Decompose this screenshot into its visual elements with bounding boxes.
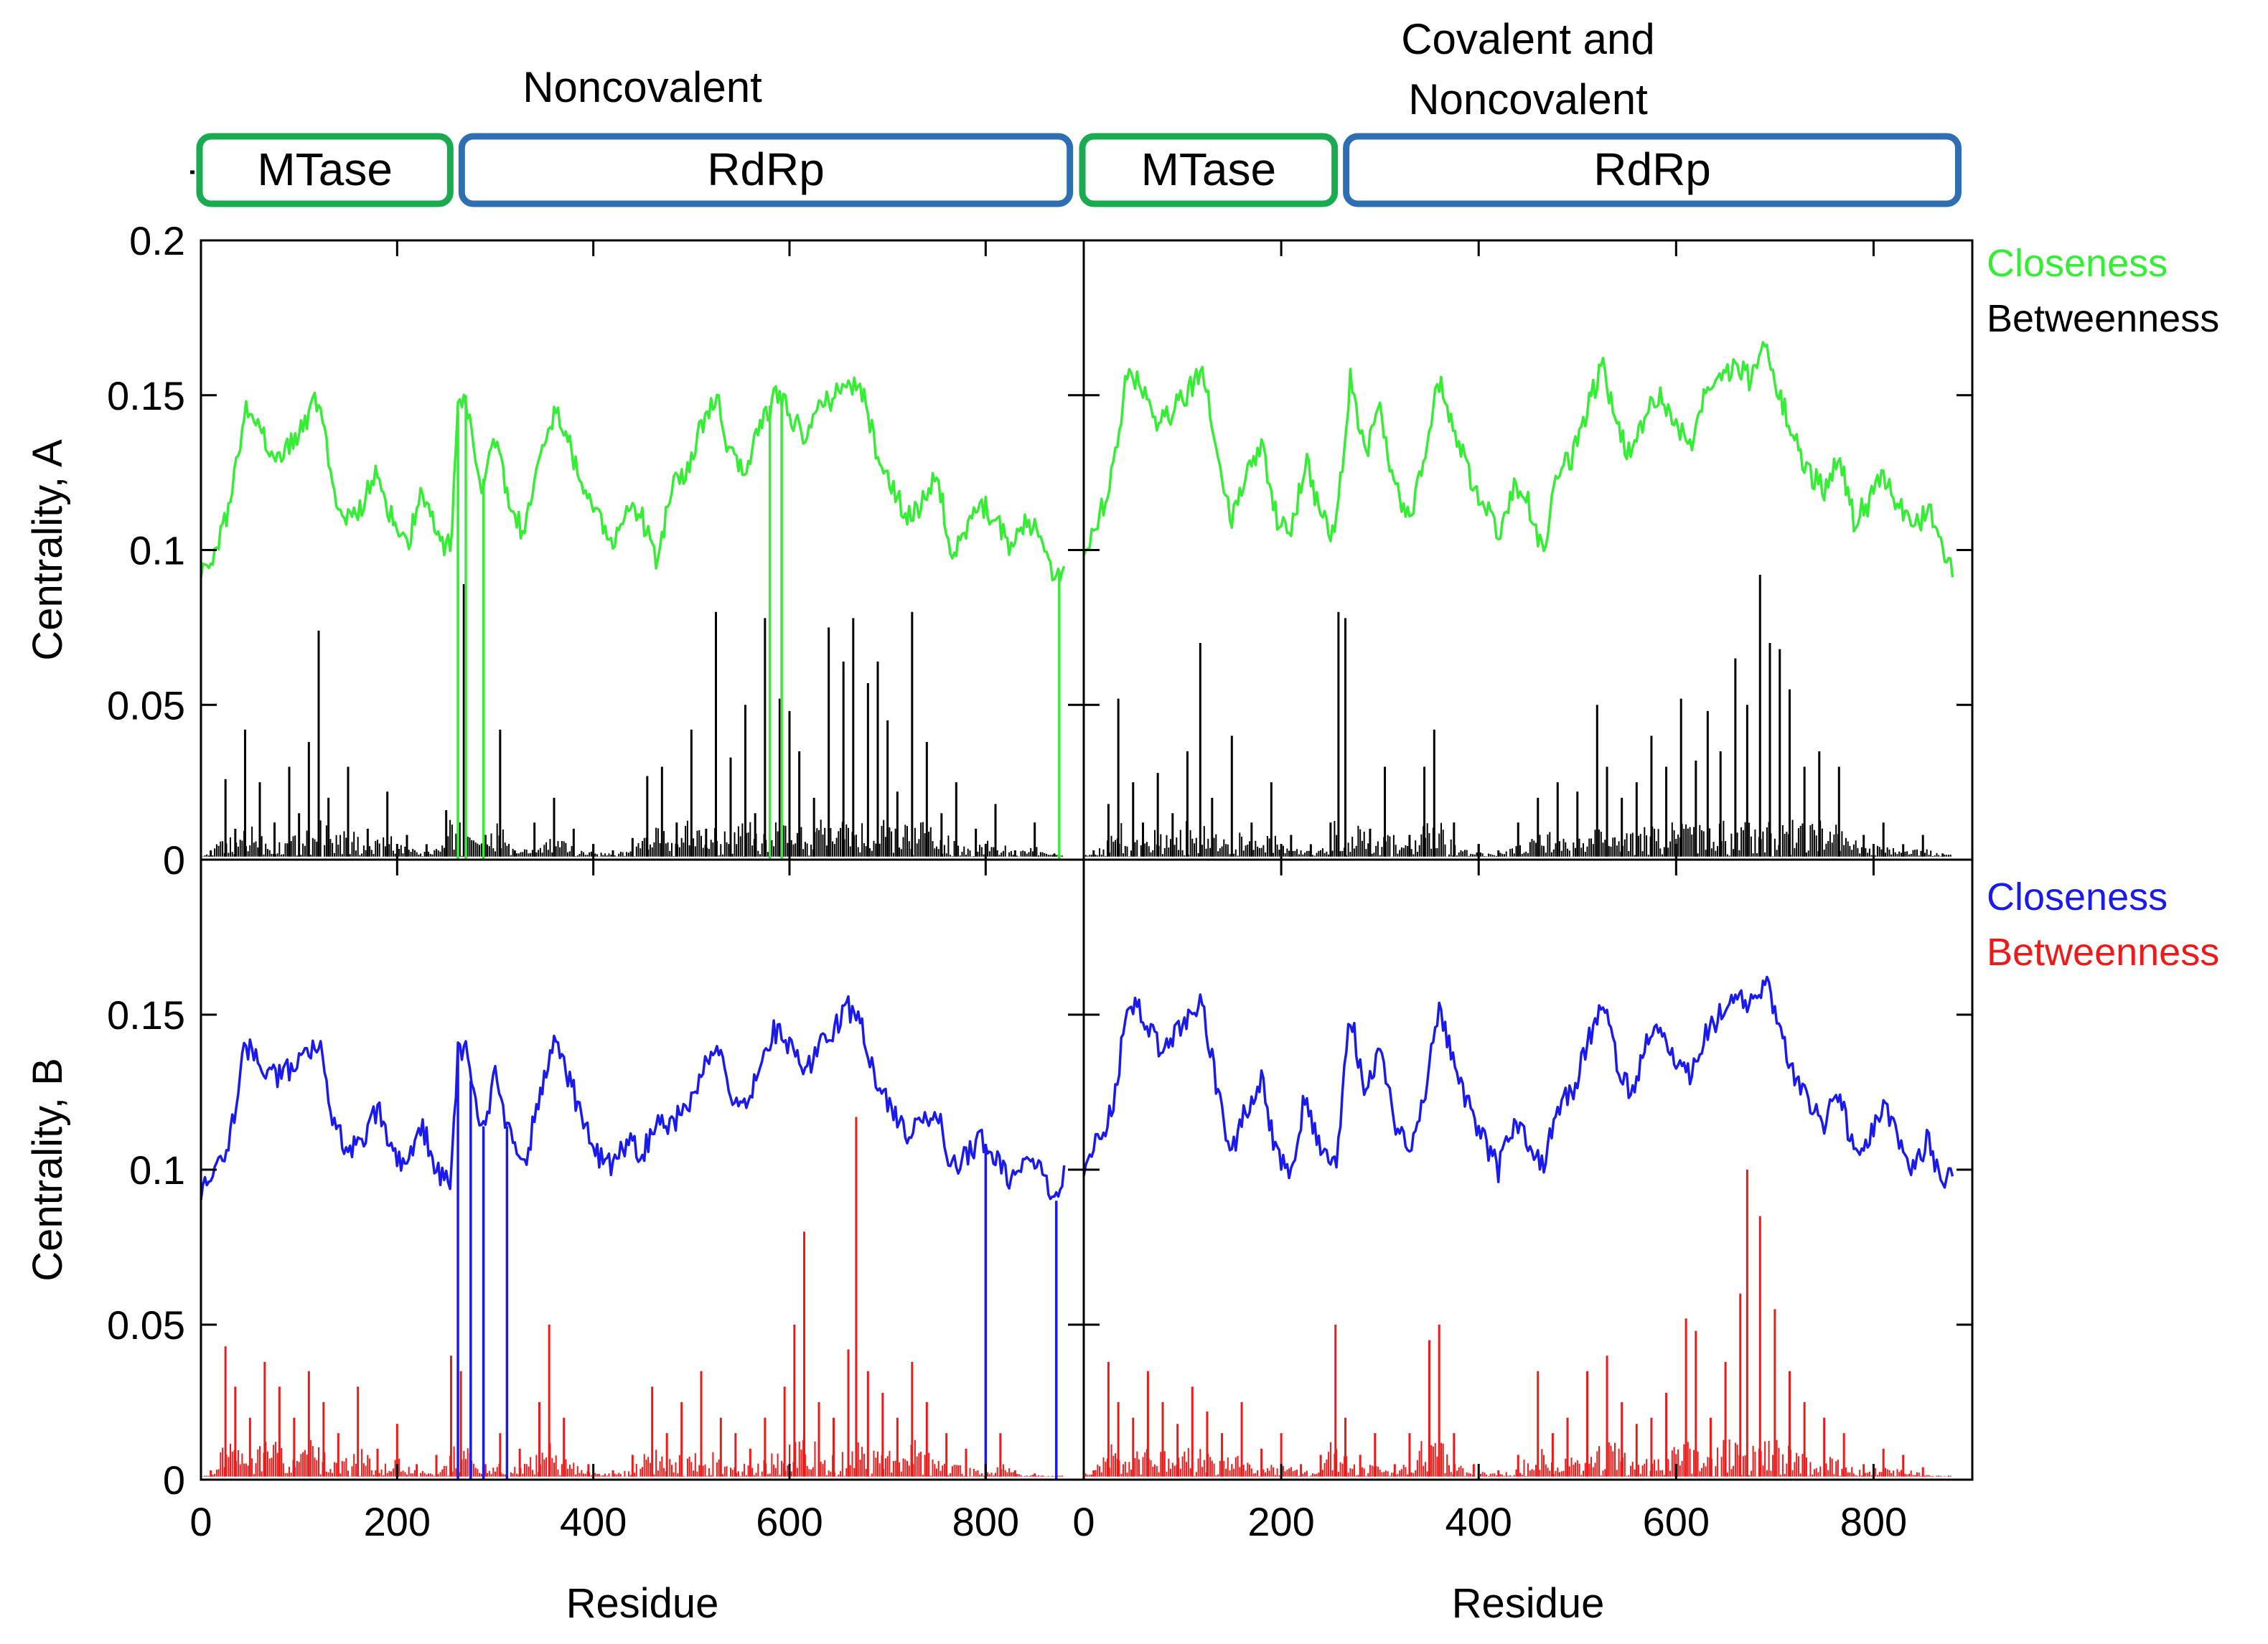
x-tick-label: 200 (364, 1499, 431, 1544)
y-tick-label: 0.1 (129, 1147, 185, 1193)
y-tick-label: 0 (163, 1457, 185, 1503)
x-tick-label: 0 (189, 1499, 212, 1544)
betweenness-series (202, 1117, 1063, 1477)
closeness-series (1082, 975, 1954, 1189)
y-tick-label: 0.2 (129, 218, 185, 263)
column-title-line: Noncovalent (523, 63, 762, 111)
closeness-series (200, 995, 1066, 1201)
domain-label: RdRp (1593, 144, 1711, 195)
closeness-series (1082, 341, 1954, 578)
x-tick-label: 400 (560, 1499, 627, 1544)
betweenness-noise (1084, 1439, 1951, 1477)
column-title: Noncovalent (523, 63, 762, 111)
y-tick-label: 0.15 (107, 992, 185, 1038)
betweenness-noise (202, 1439, 1063, 1477)
x-tick-label: 600 (756, 1499, 823, 1544)
betweenness-noise (202, 819, 1063, 857)
plot-area (200, 341, 1954, 1480)
x-tick-label: 800 (1840, 1499, 1907, 1544)
x-axis-title: Residue (566, 1580, 719, 1627)
domain-box-outline (458, 133, 1074, 207)
panel-r0-c0 (200, 376, 1066, 860)
domain-box-outline (1343, 133, 1962, 207)
y-axis-title: Centrality, A (24, 439, 71, 661)
y-tick-label: 0 (163, 837, 185, 883)
x-tick-label: 800 (952, 1499, 1019, 1544)
domain-header: Noncovalent MTase RdRp Covalent and Noncoval… (190, 15, 1981, 207)
domain-box-outline (196, 133, 454, 207)
x-tick-label: 200 (1247, 1499, 1314, 1544)
y-tick-label: 0.1 (129, 528, 185, 573)
domain-box-outline (1079, 133, 1339, 207)
domain-label: MTase (1141, 144, 1277, 195)
domain-label: RdRp (707, 144, 825, 195)
x-tick-label: 400 (1445, 1499, 1512, 1544)
betweenness-noise (1084, 819, 1951, 857)
y-axis-title: Centrality, B (24, 1058, 71, 1282)
domain-label: MTase (257, 144, 393, 195)
column-title: Covalent and Noncovalent (1401, 15, 1655, 123)
betweenness-series (1084, 1170, 1951, 1477)
y-tick-label: 0.05 (107, 682, 185, 728)
x-tick-label: 600 (1643, 1499, 1710, 1544)
domain-box-rdrp: RdRp (1343, 133, 1962, 207)
domain-box-rdrp: RdRp (458, 133, 1074, 207)
closeness-series (200, 376, 1066, 582)
betweenness-series (1084, 575, 1951, 857)
legend-entry-closeness: Closeness (1987, 875, 2168, 919)
legend-entry-betweenness: Betweenness (1987, 931, 2219, 974)
panel-r1-c0 (200, 995, 1066, 1480)
y-tick-label: 0.15 (107, 373, 185, 418)
y-tick-label: 0.05 (107, 1302, 185, 1348)
axes: 0 0.05 0.1 0.15 0.2 Centrality, A 0 0.05 0.1 0.15… (24, 218, 1974, 1627)
panel-r1-c1 (1082, 975, 1954, 1477)
column-title-line: Noncovalent (1408, 75, 1648, 123)
column-title-line: Covalent and (1401, 15, 1655, 63)
x-axis-title: Residue (1452, 1580, 1605, 1627)
x-tick-label: 0 (1072, 1499, 1095, 1544)
betweenness-series (202, 571, 1063, 857)
panel-r0-c1 (1082, 341, 1954, 857)
domain-box-mtase: MTase (196, 133, 454, 207)
legends: Closeness Betweenness Closeness Betweenness (1987, 242, 2219, 974)
legend-entry-closeness: Closeness (1987, 242, 2168, 285)
domain-box-mtase: MTase (1079, 133, 1339, 207)
legend-entry-betweenness: Betweenness (1987, 297, 2219, 340)
